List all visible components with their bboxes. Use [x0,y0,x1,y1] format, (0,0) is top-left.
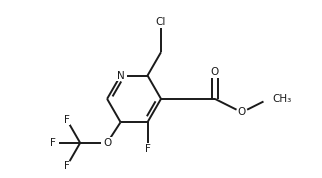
Text: F: F [145,144,150,154]
Text: Cl: Cl [156,17,166,27]
Text: O: O [103,138,111,148]
Text: F: F [64,161,70,171]
Text: N: N [117,70,125,80]
Text: O: O [238,107,246,117]
Text: F: F [50,138,56,148]
Text: F: F [64,115,70,125]
Text: CH₃: CH₃ [273,94,292,104]
Text: O: O [211,67,219,77]
